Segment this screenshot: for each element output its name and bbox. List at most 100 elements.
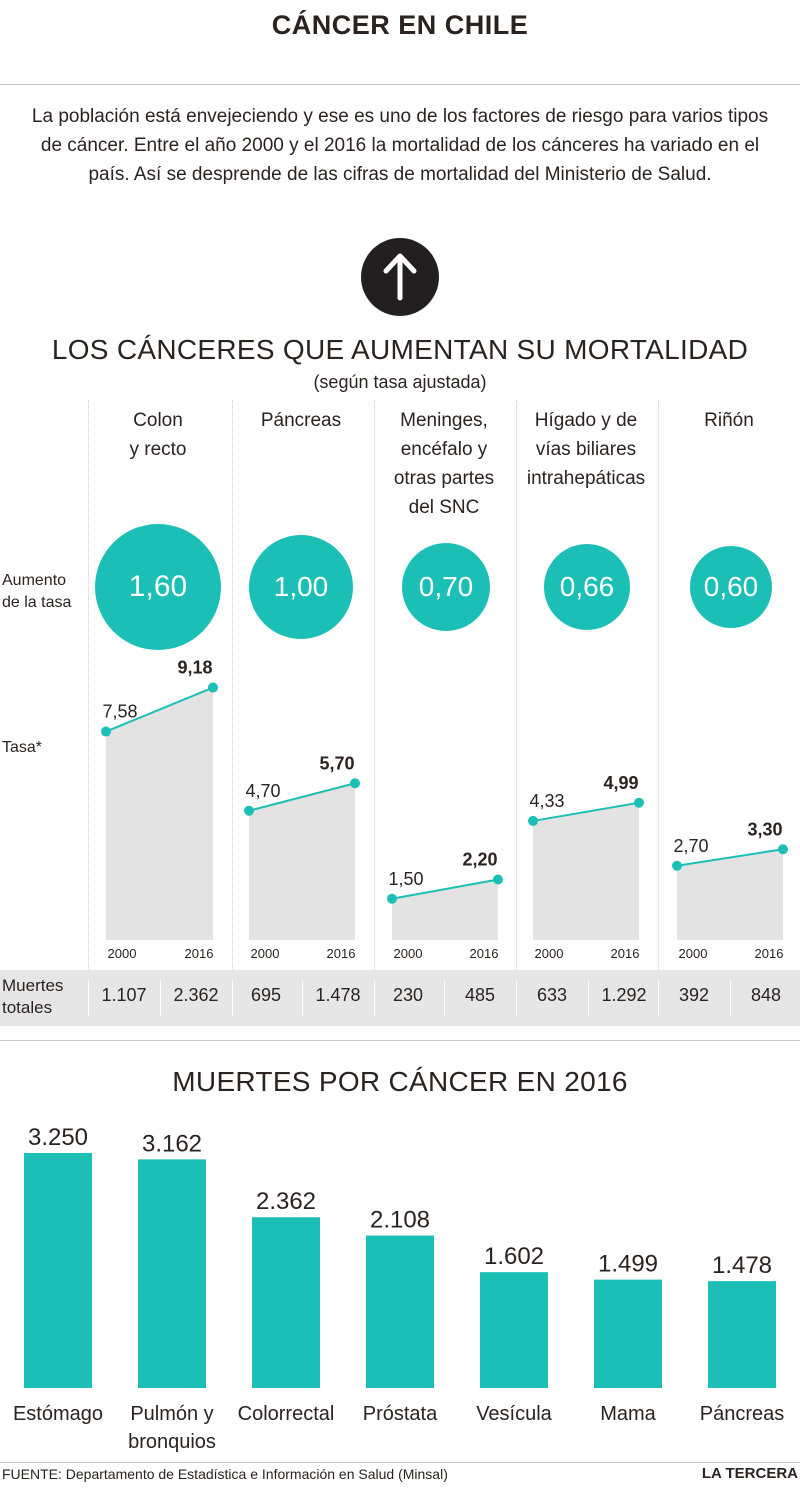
- category-label-pancreas: Páncreas: [260, 410, 342, 431]
- rate-line: [676, 848, 784, 867]
- rate-line: [532, 801, 640, 822]
- deaths-bar: [138, 1159, 206, 1388]
- rate-chart: 7,58 9,18 2000 2016 4,70 5,70 2000 2016 1,50 2,20…: [101, 658, 788, 961]
- category-label-higado: Hígado y de vías biliares intrahepáticas: [526, 410, 646, 489]
- deaths-separator: [730, 980, 731, 1016]
- year-tick-label: 2016: [755, 946, 784, 961]
- column-separator: [232, 400, 233, 974]
- rate-point-2016: [208, 682, 218, 693]
- deaths-value: 392: [678, 985, 710, 1005]
- deaths-bar-category: Páncreas: [700, 1403, 785, 1425]
- brand-logo: LA TERCERA: [701, 1465, 798, 1482]
- deaths-separator: [232, 980, 233, 1016]
- rate-line: [248, 782, 356, 812]
- deaths-value: 1.478: [315, 985, 361, 1005]
- rate-point-2000: [672, 860, 682, 871]
- deaths-value: 695: [250, 985, 282, 1005]
- title-divider: [0, 84, 800, 85]
- column-separator: [516, 400, 517, 974]
- deaths-bar-value: 2.108: [370, 1207, 430, 1234]
- row-label-deaths: Muertes totales: [2, 976, 64, 1017]
- deaths-bar: [708, 1281, 776, 1388]
- deaths-bar-category: Próstata: [363, 1403, 438, 1425]
- page-title: CÁNCER EN CHILE: [271, 10, 529, 40]
- deaths-bar: [252, 1217, 320, 1388]
- column-separator: [374, 400, 375, 974]
- deaths-bar-value: 1.499: [598, 1251, 658, 1278]
- year-tick-label: 2000: [394, 946, 423, 961]
- year-tick-label: 2000: [535, 946, 564, 961]
- deaths-value: 230: [392, 985, 424, 1005]
- deaths-bar-value: 2.362: [256, 1188, 316, 1215]
- deaths-value: 2.362: [173, 985, 219, 1005]
- increase-bubble: 0,66: [544, 544, 630, 630]
- deaths-value: 633: [536, 985, 568, 1005]
- increase-bubble: 1,60: [95, 524, 221, 650]
- year-tick-label: 2016: [470, 946, 499, 961]
- rate-point-2000: [244, 805, 254, 816]
- intro-paragraph: La población está envejeciendo y ese es …: [31, 106, 769, 185]
- rate-label-2016: 4,99: [603, 773, 638, 793]
- deaths-value: 848: [750, 985, 782, 1005]
- source-note: FUENTE: Departamento de Estadística e In…: [2, 1466, 448, 1482]
- rate-label-2000: 4,33: [529, 791, 564, 811]
- deaths-value: 1.107: [101, 985, 147, 1005]
- deaths-bar-category: Vesícula: [476, 1403, 552, 1425]
- rate-label-2000: 4,70: [245, 781, 280, 801]
- deaths-bar: [24, 1153, 92, 1388]
- rate-line: [391, 878, 499, 900]
- column-separator: [88, 400, 89, 974]
- arrow-up-icon: [361, 238, 439, 316]
- rate-label-2016: 2,20: [462, 850, 497, 870]
- category-label-colon: Colon y recto: [129, 410, 187, 460]
- deaths-separator: [658, 980, 659, 1016]
- section-subtitle: (según tasa ajustada): [313, 372, 487, 392]
- deaths-separator: [302, 980, 303, 1016]
- deaths-separator: [160, 980, 161, 1016]
- rate-area: [249, 783, 355, 940]
- deaths-bar: [594, 1279, 662, 1388]
- rate-label-2016: 9,18: [177, 658, 212, 678]
- category-label-rinon: Riñón: [704, 410, 754, 431]
- rate-point-2016: [634, 797, 644, 808]
- row-label-rate: Tasa*: [2, 739, 43, 756]
- deaths-bar-value: 1.478: [712, 1252, 772, 1279]
- rate-line: [105, 686, 214, 733]
- deaths-band: [0, 970, 800, 1026]
- increase-bubble: 0,60: [690, 546, 772, 628]
- deaths-bar-chart: 3.250 Estómago 3.162 Pulmón y bronquios 2.362…: [13, 1124, 785, 1453]
- rate-point-2000: [387, 893, 397, 904]
- section-title-deaths: MUERTES POR CÁNCER EN 2016: [172, 1066, 628, 1097]
- rate-label-2000: 2,70: [673, 836, 708, 856]
- rate-point-2000: [528, 815, 538, 826]
- deaths-separator: [588, 980, 589, 1016]
- deaths-separator: [444, 980, 445, 1016]
- increase-bubble: 0,70: [402, 543, 490, 631]
- deaths-bar-category: Pulmón y: [130, 1403, 213, 1425]
- rate-point-2000: [101, 726, 111, 737]
- rate-label-2016: 3,30: [747, 819, 782, 839]
- year-tick-label: 2000: [251, 946, 280, 961]
- rate-label-2000: 1,50: [388, 869, 423, 889]
- year-tick-label: 2016: [327, 946, 356, 961]
- deaths-bar-category: Mama: [600, 1403, 656, 1425]
- deaths-bar-category: Estómago: [13, 1403, 103, 1425]
- section-title-increase: LOS CÁNCERES QUE AUMENTAN SU MORTALIDAD: [51, 334, 749, 365]
- rate-area: [677, 849, 783, 940]
- deaths-separator: [374, 980, 375, 1016]
- deaths-value: 1.292: [601, 985, 647, 1005]
- deaths-separator: [88, 980, 89, 1016]
- rate-point-2016: [493, 874, 503, 885]
- row-label-increase: Aumento de la tasa: [2, 572, 72, 611]
- increase-bubble: 1,00: [249, 535, 353, 639]
- year-tick-label: 2000: [679, 946, 708, 961]
- deaths-bar-category: bronquios: [128, 1431, 216, 1453]
- deaths-value: 485: [464, 985, 496, 1005]
- year-tick-label: 2016: [611, 946, 640, 961]
- rate-area: [106, 687, 213, 940]
- rate-label-2000: 7,58: [102, 702, 137, 722]
- column-separator: [658, 400, 659, 974]
- rate-label-2016: 5,70: [319, 753, 354, 773]
- deaths-bar-value: 3.162: [142, 1130, 202, 1157]
- deaths-bar-value: 3.250: [28, 1124, 88, 1151]
